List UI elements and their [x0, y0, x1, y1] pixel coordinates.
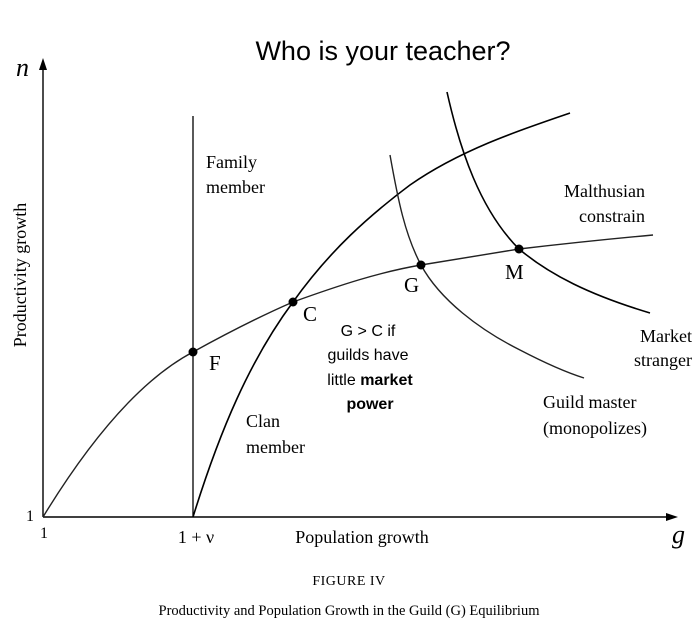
annotation-line-2: guilds have [328, 347, 409, 364]
point-f-label: F [209, 351, 221, 375]
label-line: Family [206, 152, 257, 172]
annotation-line-1: G > C if [341, 323, 396, 340]
annotation-line-4: power [346, 396, 393, 413]
point-m-label: M [505, 260, 524, 284]
slide-title: Who is your teacher? [255, 36, 510, 66]
guild-master-curve [389, 154, 585, 379]
label-line: (monopolizes) [543, 418, 647, 439]
x-origin-label: 1 [40, 525, 48, 542]
label-line: member [206, 177, 265, 197]
svg-text:Guild master(monopolizes): Guild master (monopolizes) [543, 392, 647, 439]
point-f [188, 347, 198, 357]
point-m [514, 244, 524, 254]
label-line: Malthusian [564, 181, 645, 201]
label-line: stranger [634, 350, 692, 370]
point-g [416, 260, 426, 270]
clan-member-curve [192, 112, 571, 518]
malthusian-label: Malthusian constrain [564, 181, 645, 226]
figure-label: FIGURE IV [312, 574, 385, 589]
point-c-label: C [303, 302, 317, 326]
market-stranger-label: Market stranger [634, 326, 692, 370]
annotation-guild-vs-clan: G > C if guilds have little market power [327, 323, 413, 413]
guild-master-label: Guild master (monopolizes) [543, 392, 647, 439]
label-line: member [246, 437, 305, 457]
y-axis-symbol: n [16, 53, 29, 82]
x-tick-nu: 1 + ν [178, 527, 214, 547]
annotation-line-3: little market [327, 372, 413, 389]
y-axis-arrow [39, 58, 47, 70]
figure-title: Productivity and Population Growth in th… [159, 603, 541, 619]
x-axis-arrow [666, 513, 678, 521]
market-stranger-curve [446, 91, 651, 314]
y-axis-label: Productivity growth [10, 203, 30, 348]
label-line: Market [640, 326, 692, 346]
y-origin-label: 1 [26, 508, 34, 525]
family-member-label: Family member [206, 152, 265, 197]
point-c [288, 297, 298, 307]
label-line: constrain [579, 206, 645, 226]
label-line: Guild master [543, 392, 636, 412]
x-axis-label: Population growth [295, 527, 429, 547]
clan-member-label: Clan member [246, 411, 305, 457]
x-axis-symbol: g [672, 520, 685, 549]
point-g-label: G [404, 273, 419, 297]
label-line: Clan [246, 411, 280, 431]
guild-productivity-curve [42, 234, 654, 518]
